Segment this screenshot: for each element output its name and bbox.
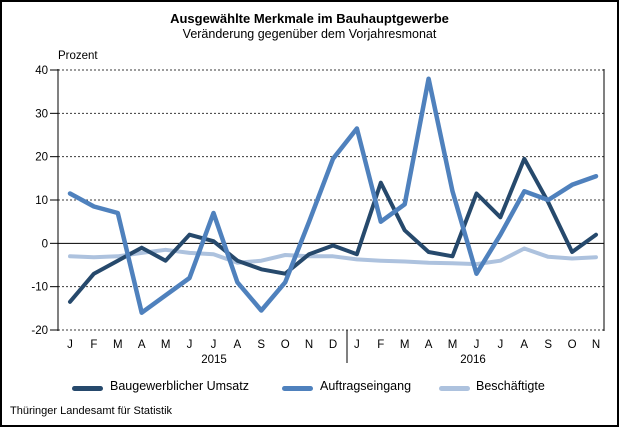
legend-label-auftragseingang: Auftragseingang bbox=[320, 379, 412, 393]
x-tick-label-1: F bbox=[90, 339, 97, 351]
series-line-2 bbox=[68, 246, 598, 267]
legend-swatch-umsatz bbox=[72, 386, 103, 391]
x-tick-label-18: J bbox=[497, 339, 503, 351]
y-tick-label--10: -10 bbox=[31, 282, 48, 294]
x-tick-label-19: A bbox=[520, 339, 528, 351]
x-tick-label-6: J bbox=[211, 339, 217, 351]
x-tick-label-3: A bbox=[138, 339, 146, 351]
source-attribution: Thüringer Landesamt für Statistik bbox=[10, 405, 173, 417]
series-line-1 bbox=[67, 76, 599, 315]
y-tick-label-20: 20 bbox=[35, 152, 48, 164]
x-tick-label-10: N bbox=[305, 339, 313, 351]
x-tick-label-2: M bbox=[113, 339, 123, 351]
legend-swatch-auftragseingang bbox=[282, 386, 313, 391]
x-tick-label-9: O bbox=[281, 339, 290, 351]
x-tick-label-21: O bbox=[568, 339, 577, 351]
chart-title: Ausgewählte Merkmale im Bauhauptgewerbe bbox=[170, 11, 449, 26]
y-tick-label-40: 40 bbox=[35, 65, 48, 77]
legend-swatch-beschaeftigte bbox=[439, 386, 470, 391]
x-tick-label-11: D bbox=[329, 339, 337, 351]
series-line-0 bbox=[68, 156, 598, 304]
legend-label-umsatz: Baugewerblicher Umsatz bbox=[110, 379, 249, 393]
y-tick-label-30: 30 bbox=[35, 108, 48, 120]
x-tick-label-12: J bbox=[354, 339, 360, 351]
legend-label-beschaeftigte: Beschäftigte bbox=[476, 379, 545, 393]
year-label-2016: 2016 bbox=[460, 354, 486, 366]
legend: Baugewerblicher Umsatz Auftragseingang B… bbox=[2, 378, 617, 398]
x-tick-label-7: A bbox=[234, 339, 242, 351]
x-tick-label-4: M bbox=[161, 339, 171, 351]
x-tick-label-20: S bbox=[544, 339, 552, 351]
year-label-2015: 2015 bbox=[201, 354, 227, 366]
x-tick-label-22: N bbox=[592, 339, 600, 351]
y-axis-unit-label: Prozent bbox=[58, 50, 98, 62]
x-tick-label-0: J bbox=[67, 339, 73, 351]
x-tick-label-5: J bbox=[187, 339, 193, 351]
x-tick-label-17: J bbox=[474, 339, 480, 351]
y-tick-label-0: 0 bbox=[42, 238, 48, 250]
y-tick-label--20: -20 bbox=[31, 325, 48, 337]
x-tick-label-14: M bbox=[400, 339, 410, 351]
chart-subtitle: Veränderung gegenüber dem Vorjahresmonat bbox=[182, 27, 437, 41]
x-tick-label-13: F bbox=[377, 339, 384, 351]
x-tick-label-15: A bbox=[425, 339, 433, 351]
x-tick-label-16: M bbox=[448, 339, 458, 351]
x-tick-label-8: S bbox=[257, 339, 265, 351]
y-tick-label-10: 10 bbox=[35, 195, 48, 207]
